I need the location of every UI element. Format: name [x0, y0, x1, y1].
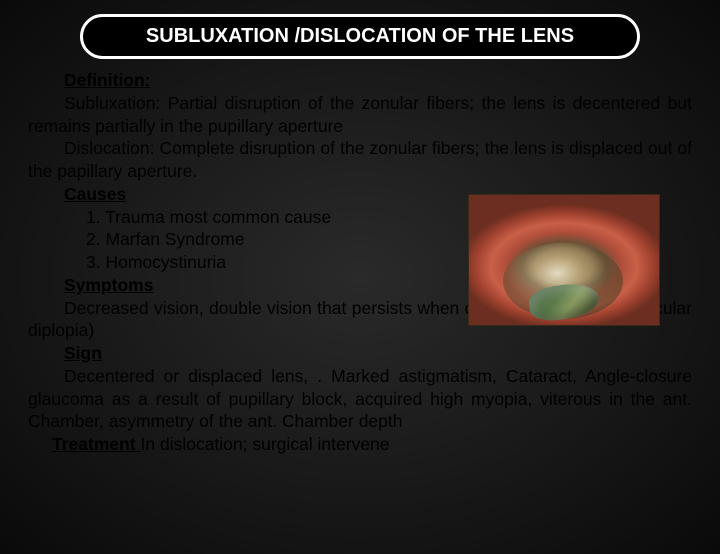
treatment-label: Treatment	[52, 434, 141, 454]
slide-title-box: SUBLUXATION /DISLOCATION OF THE LENS	[80, 14, 640, 59]
subluxation-text: Subluxation: Partial disruption of the z…	[28, 93, 692, 136]
slide-title: SUBLUXATION /DISLOCATION OF THE LENS	[146, 25, 574, 47]
sign-heading: Sign	[28, 342, 692, 365]
definition-heading: Definition:	[28, 69, 692, 92]
treatment-line: Treatment In dislocation; surgical inter…	[28, 433, 692, 456]
dislocation-text: Dislocation: Complete disruption of the …	[28, 138, 692, 181]
sign-text: Decentered or displaced lens, . Marked a…	[28, 366, 692, 432]
treatment-text: In dislocation; surgical intervene	[141, 434, 390, 454]
clinical-photo-eye	[468, 194, 660, 326]
